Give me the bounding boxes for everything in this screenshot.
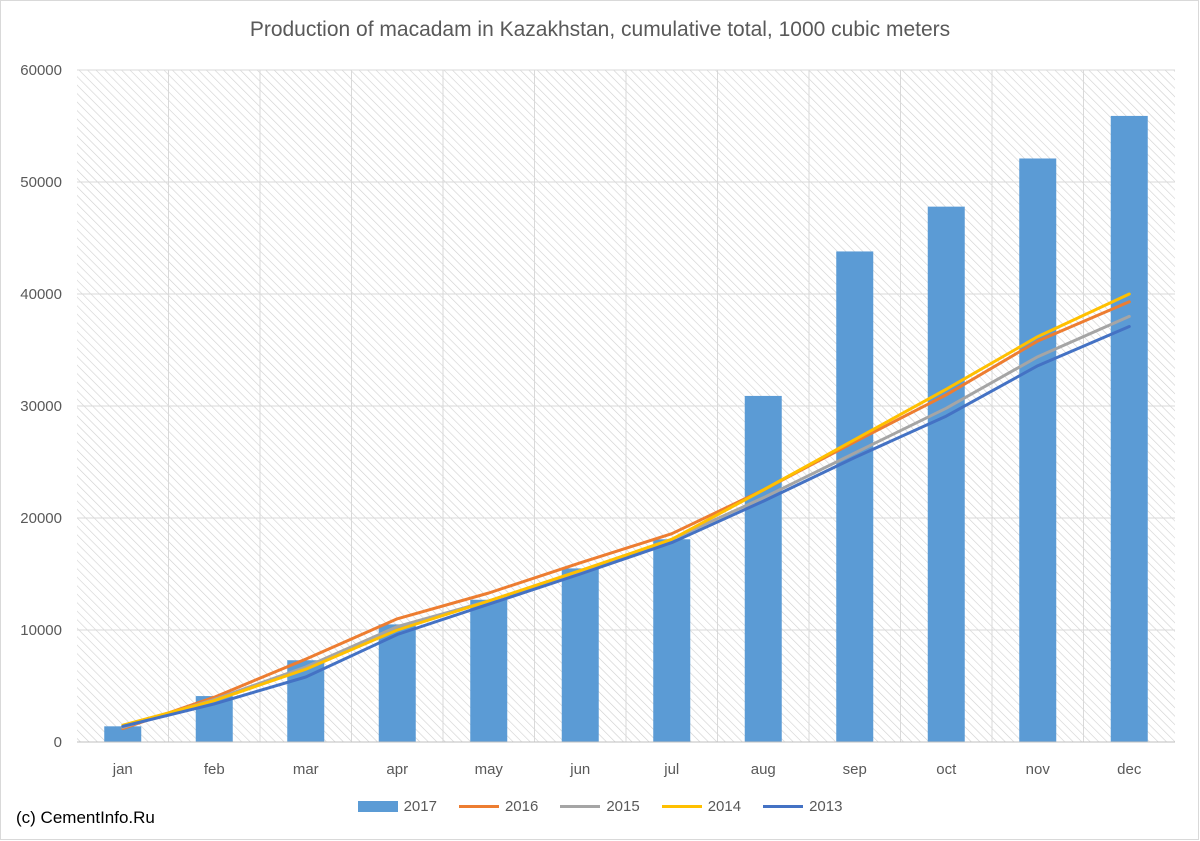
legend: 2017 2016 2015 2014 2013 (0, 798, 1200, 815)
y-tick-label: 50000 (20, 174, 62, 191)
bar-jul (653, 539, 691, 742)
legend-label: 2016 (504, 798, 539, 815)
x-tick-label: mar (293, 761, 319, 778)
legend-swatch (661, 805, 702, 808)
bar-nov (1019, 158, 1057, 743)
x-tick-label: aug (751, 761, 776, 778)
legend-swatch (357, 801, 398, 812)
line-series (121, 292, 1131, 731)
x-tick-label: feb (204, 761, 225, 778)
bar-series (104, 115, 1148, 743)
legend-swatch (763, 805, 804, 808)
bar-sep (836, 251, 874, 742)
y-tick-label: 0 (54, 734, 62, 751)
bar-jun (561, 568, 599, 742)
y-tick-label: 30000 (20, 398, 62, 415)
copyright-text: (c) CementInfo.Ru (16, 808, 155, 827)
x-axis: jan feb mar apr may jun jul aug sep oct nov dec (77, 741, 1175, 778)
x-tick-label: sep (843, 761, 867, 778)
legend-label: 2013 (809, 798, 843, 815)
x-tick-label: nov (1026, 761, 1051, 778)
bar-aug (744, 395, 782, 742)
bar-apr (378, 624, 416, 742)
legend-item-2016: 2016 (458, 798, 539, 815)
x-tick-label: jul (663, 761, 679, 778)
x-tick-label: dec (1117, 761, 1142, 778)
x-tick-label: may (475, 761, 504, 778)
y-tick-label: 10000 (20, 622, 62, 639)
bar-jan (104, 726, 142, 742)
legend-swatch (458, 805, 499, 808)
y-axis: 0 10000 20000 30000 40000 50000 60000 (20, 62, 62, 751)
y-tick-label: 60000 (20, 62, 62, 79)
x-tick-label: oct (936, 761, 957, 778)
legend-label: 2017 (403, 798, 437, 815)
legend-label: 2014 (707, 798, 742, 815)
legend-item-2014: 2014 (661, 798, 742, 815)
line-2013 (121, 325, 1131, 728)
bar-oct (927, 206, 965, 742)
bar-dec (1110, 115, 1148, 743)
bar-may (470, 599, 508, 742)
chart-title: Production of macadam in Kazakhstan, cum… (249, 18, 951, 41)
legend-item-2013: 2013 (763, 798, 842, 815)
legend-swatch (560, 805, 601, 808)
x-tick-label: apr (386, 761, 408, 778)
x-tick-label: jun (569, 761, 590, 778)
line-2016 (121, 300, 1131, 731)
line-2014 (121, 292, 1131, 727)
legend-item-2017: 2017 (357, 798, 437, 815)
legend-item-2015: 2015 (560, 798, 640, 815)
gridlines (77, 69, 1175, 743)
x-tick-label: jan (112, 761, 133, 778)
legend-label: 2015 (606, 798, 640, 815)
y-tick-label: 40000 (20, 286, 62, 303)
y-tick-label: 20000 (20, 510, 62, 527)
